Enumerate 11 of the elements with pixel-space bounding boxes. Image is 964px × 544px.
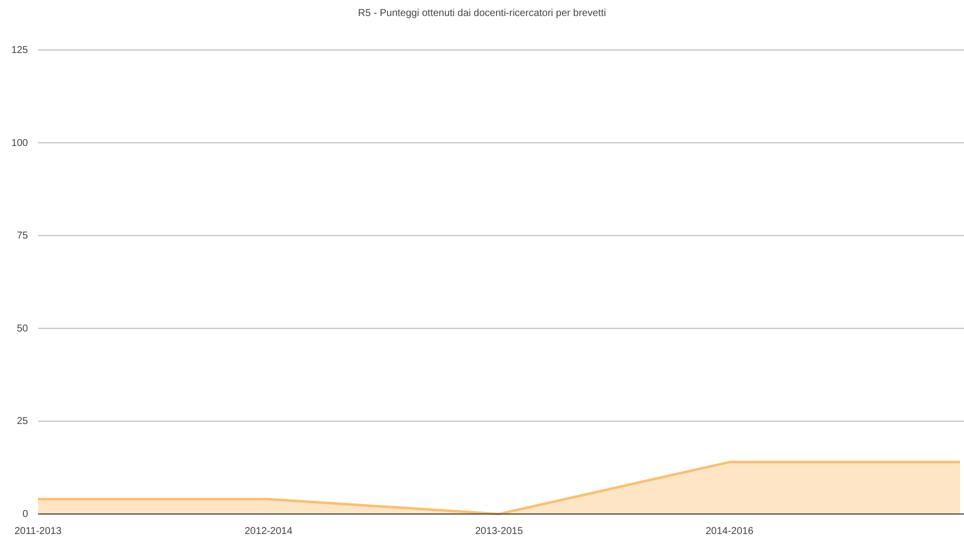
y-tick-label: 50 (16, 323, 28, 334)
y-tick-label: 125 (11, 45, 28, 56)
x-tick-label: 2012-2014 (244, 526, 293, 537)
y-tick-label: 0 (22, 509, 28, 520)
y-tick-label: 100 (11, 138, 28, 149)
x-tick-label: 2013-2015 (475, 526, 524, 537)
y-tick-label: 75 (16, 230, 28, 242)
y-tick-label: 25 (16, 416, 28, 428)
x-tick-label: 2011-2013 (14, 526, 62, 537)
chart-title: R5 - Punteggi ottenuti dai docenti-ricercatori per brevetti (358, 8, 606, 19)
x-tick-label: 2014-2016 (706, 526, 754, 537)
